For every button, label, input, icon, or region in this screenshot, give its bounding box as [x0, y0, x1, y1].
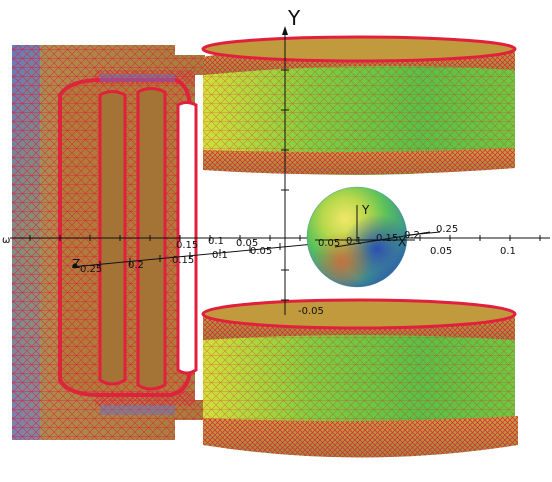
- tick-label: -0.05: [298, 306, 324, 317]
- tick-label: 0.05: [250, 246, 272, 257]
- tick-label: 0.05: [318, 238, 340, 249]
- upper-coil: [201, 35, 517, 175]
- axis-labels: Y Z Y X ω 0.25 0.2 0.15 0.1 0.05 0.05 0.…: [2, 6, 516, 317]
- sphere: [306, 186, 431, 288]
- z-axis-origin-icon: [72, 263, 78, 269]
- tick-label: 0.25: [436, 224, 458, 235]
- tick-label: 0.05: [430, 246, 452, 257]
- z-axis-title: Z: [72, 257, 80, 271]
- tick-label: 0.1: [500, 246, 516, 257]
- tick-label: 0.2: [404, 230, 420, 241]
- tick-label: 0.2: [128, 260, 144, 271]
- tick-label: 0.1: [346, 236, 362, 247]
- y-axis-title: Y: [287, 6, 301, 30]
- tick-label: 0.05: [236, 238, 258, 249]
- tick-label: 0.15: [172, 255, 194, 266]
- tick-label: 0.1: [212, 250, 228, 261]
- lower-coil: [201, 298, 518, 458]
- tick-label: 0.15: [176, 240, 198, 251]
- sphere-x-title: X: [398, 235, 406, 249]
- tick-label: 0.1: [208, 236, 224, 247]
- left-edge-label: ω: [2, 235, 10, 246]
- sphere-y-title: Y: [361, 203, 370, 217]
- y-axis-arrow-icon: [282, 26, 288, 35]
- tick-label: 0.15: [376, 233, 398, 244]
- tick-label: 0.25: [80, 264, 102, 275]
